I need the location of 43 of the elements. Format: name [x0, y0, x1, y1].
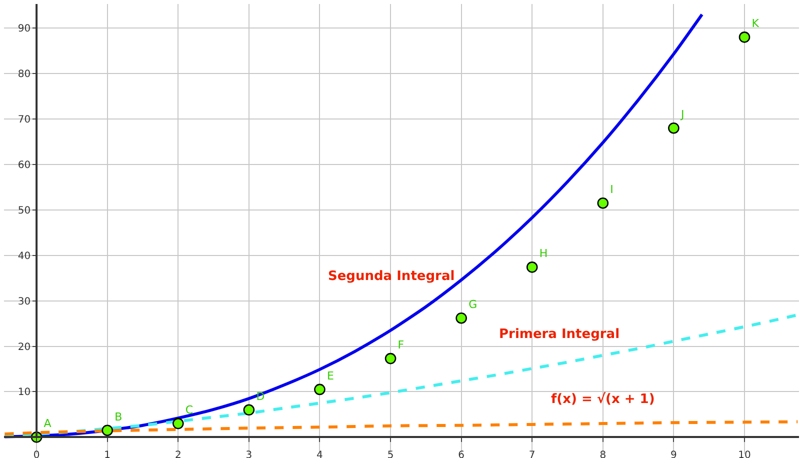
data-label: A	[44, 417, 52, 430]
point	[102, 424, 114, 436]
data-label: K	[752, 17, 760, 30]
data-label: G	[468, 298, 478, 312]
y-tick-label: 40	[18, 250, 31, 262]
data-label: I	[610, 183, 614, 196]
y-tick-label: 80	[18, 69, 31, 80]
y-tick-label: 70	[18, 114, 31, 126]
x-tick-label: 7	[528, 450, 536, 458]
x-tick-label: 0	[33, 450, 40, 458]
y-tick-label: 90	[18, 24, 31, 35]
annotation: f(x) = √(x + 1)	[551, 392, 655, 407]
x-tick-label: 3	[246, 450, 252, 458]
x-tick-label: 2	[174, 450, 182, 458]
x-tick-label: 9	[670, 450, 677, 458]
point	[384, 352, 396, 364]
data-label: B	[114, 410, 122, 424]
annotation: Primera Integral	[499, 327, 620, 342]
y-tick-label: 50	[18, 205, 31, 216]
point	[456, 312, 467, 324]
data-label: J	[680, 108, 684, 122]
x-tick-label: 6	[458, 450, 465, 458]
point	[526, 262, 538, 273]
x-tick-label: 8	[600, 450, 606, 458]
data-label: C	[185, 404, 194, 417]
x-tick-label: 1	[104, 450, 111, 458]
x-tick-label: 10	[738, 450, 751, 458]
annotation: Segunda Integral	[328, 269, 455, 284]
point	[314, 384, 326, 396]
y-tick-label: 30	[18, 296, 31, 308]
y-tick-label: 20	[18, 342, 31, 353]
data-label: H	[539, 247, 548, 260]
y-tick-label: 10	[18, 387, 31, 398]
point	[668, 122, 680, 134]
data-label: F	[398, 338, 404, 352]
x-tick-label: 5	[387, 450, 394, 458]
point	[597, 197, 609, 209]
point	[243, 404, 255, 416]
data-label: E	[326, 369, 334, 382]
y-tick-label: 60	[18, 160, 31, 171]
point	[172, 418, 184, 430]
point	[738, 32, 750, 43]
x-tick-label: 4	[316, 450, 323, 458]
